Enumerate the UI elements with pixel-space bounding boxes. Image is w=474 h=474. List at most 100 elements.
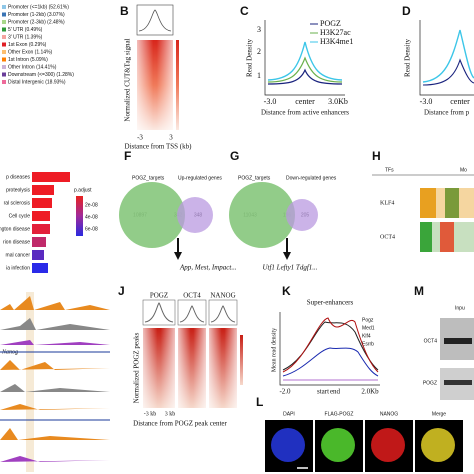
- legend-entry: H3K4me1: [320, 37, 353, 46]
- column-header: Mo: [460, 167, 467, 173]
- panel-label: G: [230, 149, 239, 163]
- panel-label: D: [402, 4, 411, 18]
- tick-label: 3 kb: [165, 411, 176, 417]
- column-header: TFs: [385, 167, 394, 173]
- legend-entry: Klf4: [362, 333, 371, 339]
- panel-d: [419, 20, 474, 96]
- panel-g: [229, 182, 318, 260]
- panel-e: [32, 172, 83, 273]
- term-label: ral sclerosis: [4, 200, 31, 206]
- term-label: mal cancer: [6, 252, 31, 258]
- panel-label: C: [240, 4, 249, 18]
- panel-m: [440, 318, 474, 400]
- column-header: OCT4: [183, 292, 201, 300]
- panel-label: F: [124, 149, 131, 163]
- panel-label: M: [414, 284, 424, 298]
- axis-label: Mean read density: [271, 328, 277, 372]
- term-label: Cell cycle: [9, 213, 31, 219]
- panel-label: K: [282, 284, 291, 298]
- tick-label: 3: [257, 25, 261, 34]
- row-label: OCT4: [424, 338, 438, 344]
- panel-label: L: [256, 395, 263, 409]
- tick-label: end: [330, 388, 341, 396]
- legend-entry: Promoter (2-3kb) (2.48%): [8, 19, 65, 25]
- term-label: proteolysis: [6, 187, 30, 193]
- tick-label: 3.0Kb: [328, 97, 348, 106]
- column-header: Inpu: [455, 305, 465, 311]
- labels: Promoter (<=1kb) (52.61%) Promoter (1-2kb…: [0, 4, 470, 465]
- row-label: OCT4: [380, 234, 395, 240]
- legend-entry: Esrrb: [362, 341, 374, 347]
- legend-tick: 2e-08: [85, 202, 98, 208]
- legend-entry: 3' UTR (1.39%): [8, 34, 43, 40]
- legend-entry: Pogz: [362, 317, 374, 323]
- panel-label: J: [118, 284, 125, 298]
- legend-entry: Med1: [362, 325, 375, 331]
- legend-entry: 1st Intron (5.09%): [8, 57, 48, 63]
- legend-entry: Other Exon (1.14%): [8, 49, 53, 55]
- panel-j: [142, 299, 243, 408]
- panel-label: B: [120, 4, 129, 18]
- tick-label: -2.0: [279, 388, 291, 396]
- gene-list: App, Mest, Impact...: [179, 264, 237, 272]
- axis-label: Normalized CUT&Tag signal: [124, 38, 132, 121]
- panel-f: [119, 182, 213, 260]
- axis-label: Read Density: [246, 39, 254, 77]
- tick-label: 3: [169, 134, 173, 142]
- set-label: POGZ_targets: [132, 175, 165, 181]
- legend-entry: POGZ: [320, 19, 341, 28]
- tick-label: -3.0: [420, 97, 433, 106]
- column-header: NANOG: [210, 292, 235, 300]
- row-label: POGZ: [423, 380, 437, 386]
- tick-label: -3 kb: [144, 411, 157, 417]
- legend-entry: Promoter (1-2kb) (3.07%): [8, 12, 65, 18]
- tick-label: 1: [257, 71, 261, 80]
- column-header: FLAG-POGZ: [325, 411, 354, 417]
- axis-label: Normalized POGZ peaks: [133, 332, 141, 403]
- tick-label: start: [317, 388, 329, 396]
- gene-list: Utf1 Lefty1 Tdgf1...: [262, 264, 317, 272]
- legend-entry: Downstream (<=300) (1.28%): [8, 72, 74, 78]
- panel-c: [264, 20, 345, 96]
- row-label: KLF4: [380, 200, 394, 206]
- column-header: Merge: [432, 411, 446, 417]
- set-label: Up-regulated genes: [178, 175, 222, 181]
- set-label: POGZ_targets: [238, 175, 271, 181]
- panel-l: [265, 420, 463, 472]
- chart-title: Super-enhancers: [307, 299, 354, 307]
- term-label: ia infection: [6, 265, 30, 271]
- legend-entry: Distal Intergenic (18.93%): [8, 79, 66, 85]
- legend-tick: 6e-08: [85, 226, 98, 232]
- axis-label: Read Density: [404, 39, 412, 77]
- legend-entry: Other Intron (14.41%): [8, 64, 57, 70]
- axis-label: Distance from POGZ peak center: [133, 420, 227, 428]
- axis-label: Distance from TSS (kb): [125, 143, 193, 151]
- legend-tick: 4e-08: [85, 214, 98, 220]
- term-label: p diseases: [6, 174, 30, 180]
- tick-label: 2.0Kb: [361, 388, 379, 396]
- panel-k: [279, 312, 380, 386]
- column-header: DAPI: [283, 411, 295, 417]
- legend-entry: H3K27ac: [320, 28, 351, 37]
- tick-label: center: [450, 97, 470, 106]
- panel-label: H: [372, 149, 381, 163]
- legend-entry: 5' UTR (0.49%): [8, 27, 43, 33]
- legend-entry: 1st Exon (0.29%): [8, 42, 47, 48]
- tick-label: 2: [257, 47, 261, 56]
- column-header: NANOG: [380, 411, 398, 417]
- set-label: Down-regulated genes: [286, 175, 337, 181]
- tick-label: center: [295, 97, 315, 106]
- panel-i: [0, 292, 110, 472]
- term-label: ntington disease: [0, 226, 30, 232]
- panel-a: [2, 5, 6, 84]
- panel-h: [372, 174, 474, 252]
- axis-label: Distance from p: [424, 109, 470, 117]
- term-label: rion disease: [3, 239, 30, 245]
- axis-label: Distance from active enhancers: [261, 109, 349, 117]
- panel-b: [136, 4, 179, 130]
- column-header: POGZ: [150, 292, 168, 300]
- legend-entry: Promoter (<=1kb) (52.61%): [8, 4, 69, 10]
- legend-title: p.adjust: [74, 187, 92, 193]
- tick-label: -3: [137, 134, 143, 142]
